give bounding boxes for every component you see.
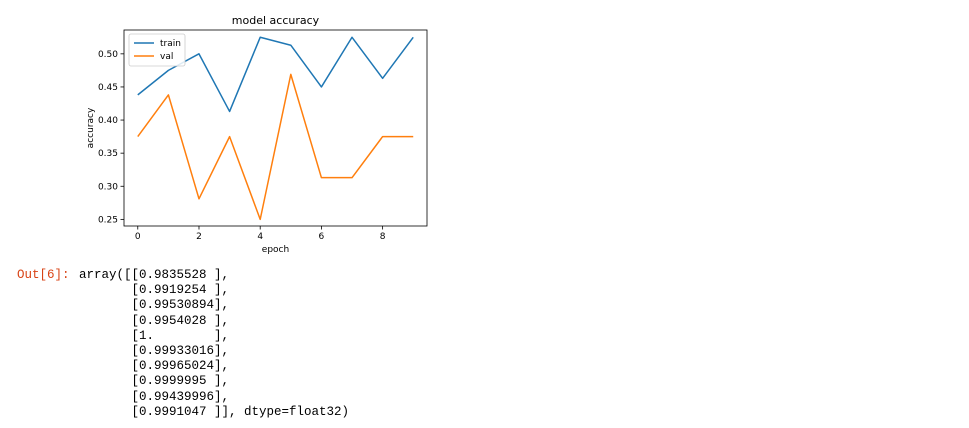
chart-title: model accuracy xyxy=(232,14,320,27)
accuracy-figure: 0 2 4 6 8 0.25 0.30 0.35 0.40 0.45 0.50 model accur… xyxy=(86,14,428,255)
output-line: [1. ], xyxy=(79,328,230,343)
y-tick-label: 0.50 xyxy=(98,50,118,60)
output-line: [0.9954028 ], xyxy=(79,313,230,328)
series-line-val xyxy=(137,73,414,221)
x-tick-label: 4 xyxy=(257,232,263,242)
output-line: array([[0.9835528 ], xyxy=(79,268,230,282)
x-tick-label: 2 xyxy=(196,232,202,242)
output-prompt: Out[6]: xyxy=(17,268,70,282)
y-tick-label: 0.40 xyxy=(98,116,118,126)
output-line: [0.9991047 ]], dtype=float32) xyxy=(79,404,350,419)
x-axis-label: epoch xyxy=(262,245,289,255)
legend-box xyxy=(128,33,186,67)
output-line: [0.9919254 ], xyxy=(79,283,230,298)
x-tick-label: 6 xyxy=(319,232,325,242)
y-tick-label: 0.45 xyxy=(98,83,118,93)
y-tick-label: 0.30 xyxy=(98,182,118,192)
output-line: [0.99439996], xyxy=(79,389,230,404)
y-tick-label: 0.35 xyxy=(98,149,118,159)
x-tick-label: 0 xyxy=(135,232,141,242)
legend-label-val: val xyxy=(160,52,173,62)
output-line: [0.99965024], xyxy=(79,359,230,374)
legend-label-train: train xyxy=(160,39,181,49)
output-text: array([[0.9835528 ], [0.9919254 ], [0.99… xyxy=(79,268,349,420)
output-line: [0.99933016], xyxy=(79,344,230,359)
y-tick-label: 0.25 xyxy=(98,215,118,225)
x-tick-label: 8 xyxy=(380,232,386,242)
output-line: [0.9999995 ], xyxy=(79,374,230,389)
output-line: [0.99530894], xyxy=(79,298,230,313)
y-axis-label: accuracy xyxy=(86,107,96,148)
accuracy-chart: 0 2 4 6 8 0.25 0.30 0.35 0.40 0.45 0.50 model accur… xyxy=(86,14,428,255)
plot-frame xyxy=(123,29,428,227)
